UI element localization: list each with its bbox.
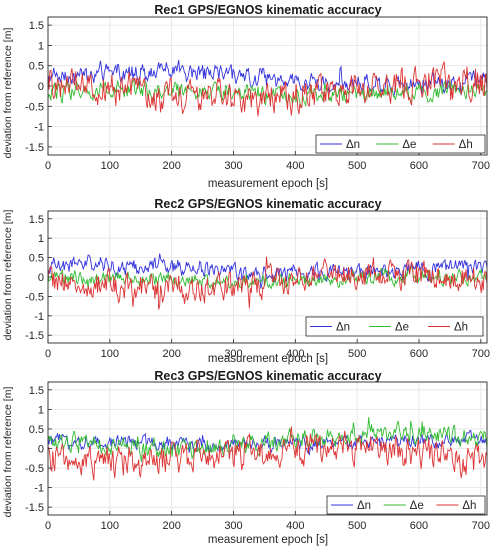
panel-rec3: Rec3 GPS/EGNOS kinematic accuracy 0 100 20… (2, 369, 490, 546)
x-tick-label: 300 (224, 348, 242, 360)
x-tick-label: 400 (286, 520, 304, 532)
x-tick-label: 0 (45, 348, 51, 360)
series-line-de (48, 417, 487, 463)
x-tick-label: 300 (224, 160, 242, 172)
y-axis-label: deviation from reference [m] (2, 387, 14, 518)
series-line-dh (48, 426, 487, 481)
legend-label: Δe (410, 500, 424, 512)
series-line-dn (48, 429, 487, 456)
y-tick-label: -1.5 (25, 330, 44, 342)
y-tick-label: 0.5 (29, 61, 44, 73)
legend-label: Δe (395, 322, 409, 334)
legend-box (326, 495, 486, 515)
legend-box (315, 134, 486, 154)
legend: Δn Δe Δh (305, 316, 484, 337)
x-tick-label: 200 (162, 520, 180, 532)
y-tick-label: 1.5 (29, 20, 44, 32)
grid (47, 382, 487, 515)
y-tick-label: 1 (38, 404, 44, 416)
series-line-dh (48, 256, 487, 310)
x-tick-label: 100 (101, 520, 119, 532)
y-tick-label: 0.5 (29, 424, 44, 436)
chart-title: Rec1 GPS/EGNOS kinematic accuracy (154, 3, 381, 17)
legend-label: Δh (462, 500, 476, 512)
y-tick-label: 0 (38, 444, 44, 456)
series-line-dh (48, 61, 487, 117)
x-tick-label: 400 (286, 348, 304, 360)
x-tick-label: 600 (410, 520, 428, 532)
y-tick-label: 1.5 (29, 385, 44, 397)
y-tick-label: 1 (38, 233, 44, 245)
y-tick-label: -1.5 (25, 502, 44, 514)
legend: Δn Δe Δh (326, 495, 486, 515)
x-tick-label: 700 (472, 520, 490, 532)
plot-area: 0 100 200 300 400 500 600 700 1.5 1 0.5 0 -0.5 -1 -1.5… (25, 381, 490, 532)
x-tick-label: 300 (224, 520, 242, 532)
series-line-de (48, 77, 487, 108)
x-tick-label: 600 (410, 348, 428, 360)
y-tick-label: 0.5 (29, 253, 44, 265)
y-tick-label: -0.5 (25, 101, 44, 113)
x-tick-label: 100 (101, 348, 119, 360)
x-tick-label: 600 (410, 160, 428, 172)
y-axis-label: deviation from reference [m] (2, 210, 14, 341)
plot-area: 0 100 200 300 400 500 600 700 1.5 1 0.5 0 -0.5 -1 -1.5… (25, 16, 490, 172)
plot-area: 0 100 200 300 400 500 600 700 1.5 1 0.5 0 -0.5 -1 -1.5… (25, 210, 490, 360)
legend-label: Δn (357, 500, 371, 512)
chart-title: Rec2 GPS/EGNOS kinematic accuracy (154, 197, 381, 211)
y-tick-label: -1.5 (25, 142, 44, 154)
x-tick-label: 0 (45, 160, 51, 172)
x-axis-label: measurement epoch [s] (208, 353, 328, 365)
y-tick-label: -1 (34, 483, 44, 495)
series-line-de (48, 267, 487, 291)
x-tick-label: 500 (348, 348, 366, 360)
x-tick-label: 100 (101, 160, 119, 172)
legend-label: Δe (402, 139, 416, 151)
panel-rec2: Rec2 GPS/EGNOS kinematic accuracy 0 100 20… (2, 197, 490, 365)
y-tick-label: -0.5 (25, 463, 44, 475)
x-tick-label: 200 (162, 160, 180, 172)
y-tick-label: 0 (38, 81, 44, 93)
legend-label: Δh (454, 322, 468, 334)
series-group (48, 60, 487, 117)
x-tick-label: 200 (162, 348, 180, 360)
legend-label: Δn (346, 139, 360, 151)
legend-label: Δh (459, 139, 473, 151)
series-group (48, 417, 487, 481)
x-axis-label: measurement epoch [s] (208, 178, 328, 190)
x-tick-label: 500 (348, 160, 366, 172)
legend-box (305, 316, 484, 337)
grid (47, 17, 487, 155)
chart-title: Rec3 GPS/EGNOS kinematic accuracy (154, 369, 381, 383)
y-tick-label: -0.5 (25, 291, 44, 303)
y-axis-label: deviation from reference [m] (2, 28, 14, 159)
y-tick-label: 1.5 (29, 214, 44, 226)
legend: Δn Δe Δh (315, 134, 486, 154)
x-tick-label: 700 (472, 160, 490, 172)
y-tick-label: 1 (38, 40, 44, 52)
y-tick-label: -1 (34, 311, 44, 323)
x-tick-label: 500 (348, 520, 366, 532)
x-tick-label: 0 (45, 520, 51, 532)
series-line-dn (48, 253, 487, 289)
series-group (48, 253, 487, 310)
x-tick-label: 700 (472, 348, 490, 360)
y-tick-label: 0 (38, 272, 44, 284)
panel-rec1: Rec1 GPS/EGNOS kinematic accuracy 0 100 20… (2, 3, 490, 190)
legend-label: Δn (336, 322, 350, 334)
x-tick-label: 400 (286, 160, 304, 172)
y-tick-label: -1 (34, 122, 44, 134)
x-axis-label: measurement epoch [s] (208, 534, 328, 546)
